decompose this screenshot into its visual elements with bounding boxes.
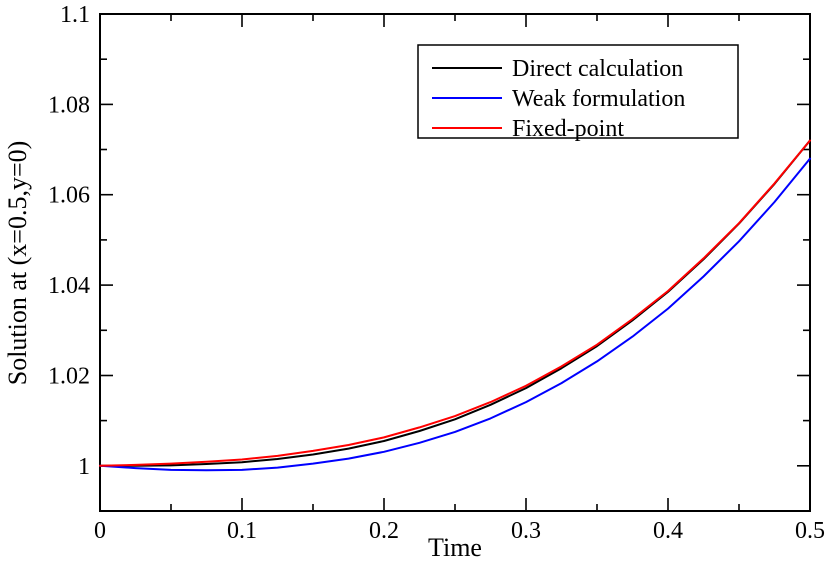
- y-tick-label: 1: [78, 454, 90, 480]
- x-tick-label: 0.2: [369, 518, 399, 544]
- legend-item: Direct calculation: [432, 56, 683, 82]
- y-tick-label: 1.04: [48, 273, 90, 299]
- y-tick-label: 1.08: [48, 92, 90, 118]
- legend-item: Weak formulation: [432, 86, 685, 112]
- y-axis-label: Solution at (x=0.5,y=0): [3, 141, 32, 386]
- legend: Direct calculation Weak formulation Fixed-…: [417, 44, 739, 142]
- x-tick-label: 0: [94, 518, 106, 544]
- legend-box: [417, 44, 739, 139]
- legend-item-label: Weak formulation: [512, 86, 685, 112]
- x-tick-label: 0.5: [795, 518, 825, 544]
- legend-item-label: Fixed-point: [512, 116, 624, 142]
- legend-item-label: Direct calculation: [512, 56, 683, 82]
- series-line-fixed-point: [99, 139, 811, 467]
- y-tick-label: 1.1: [60, 2, 90, 28]
- x-tick-label: 0.4: [653, 518, 683, 544]
- y-tick-label: 1.02: [48, 364, 90, 390]
- y-tick-label: 1.06: [48, 183, 90, 209]
- legend-item: Fixed-point: [432, 116, 624, 142]
- x-axis-label: Time: [428, 533, 482, 562]
- series-line-weak-formulation: [99, 157, 811, 472]
- x-tick-label: 0.3: [511, 518, 541, 544]
- x-tick-label: 0.1: [227, 518, 257, 544]
- data-series: [99, 139, 811, 472]
- axis-ticks: 0 0.1 0.2 0.3 0.4 0.5 1 1.02 1.04 1.06 1.08 1.1: [48, 2, 825, 544]
